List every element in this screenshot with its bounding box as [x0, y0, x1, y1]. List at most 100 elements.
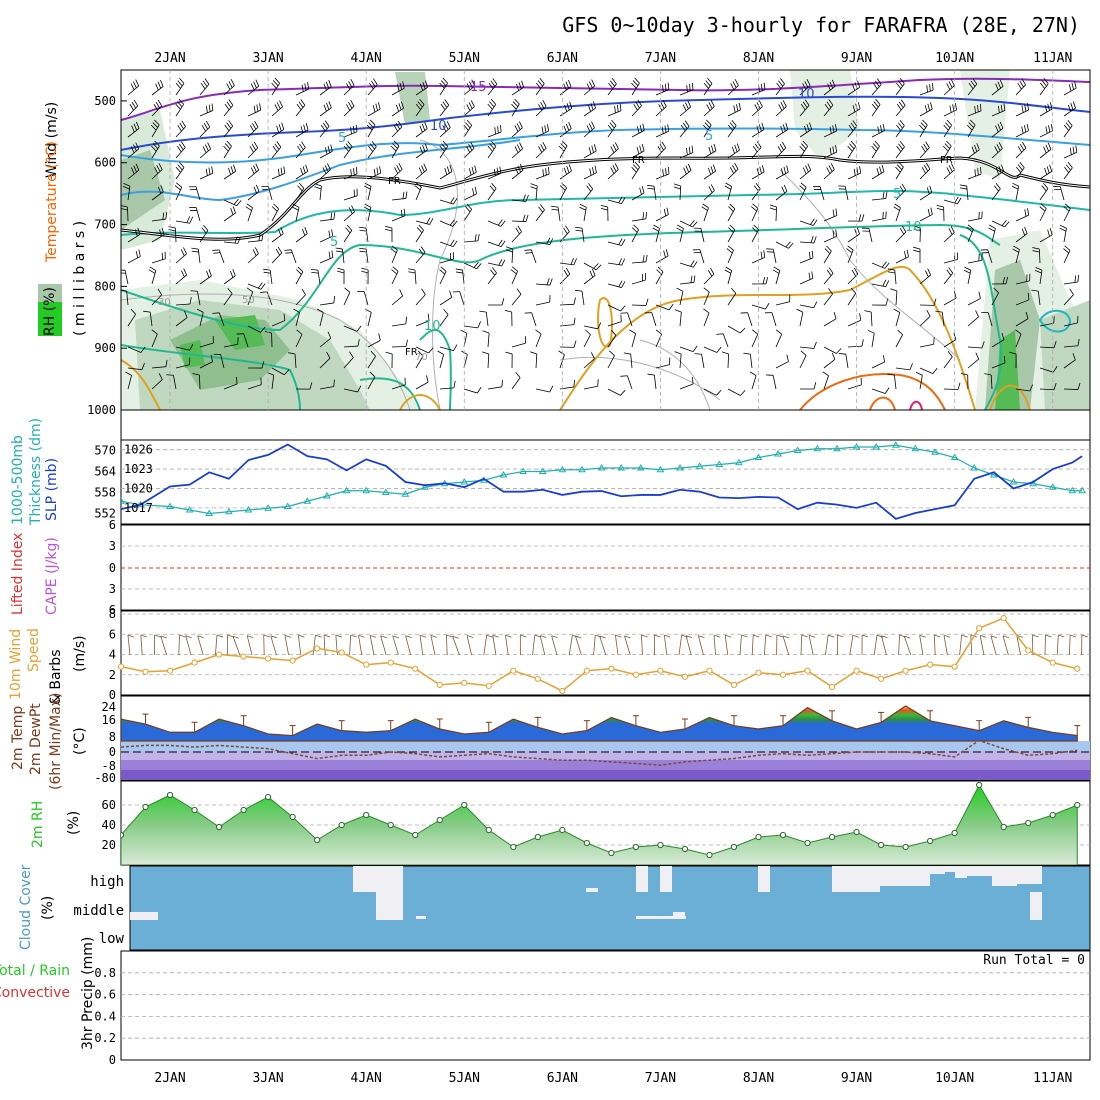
rh-label-50: 50 — [242, 295, 255, 306]
bottom-date-6jan: 6JAN — [547, 1071, 578, 1086]
chart-title: GFS 0~10day 3-hourly for FARAFRA (28E, 2… — [562, 13, 1080, 37]
lifted-index-panel: 6 3 0 3 6 Lifted Index CAPE (J/kg) — [10, 518, 1091, 617]
rh-point — [363, 811, 370, 819]
cloud-level-low: low — [99, 931, 125, 947]
slp-thickness-panel: 570 564 558 552 1026 1023 1020 1017 SLP (mb) 10… — [10, 418, 1091, 526]
rh-point — [387, 821, 394, 829]
wind10-point — [804, 667, 811, 674]
rh-point — [412, 831, 419, 839]
top-date-4jan: 4JAN — [351, 51, 382, 66]
rh-point — [485, 826, 492, 834]
wind10-tick-8: 8 — [109, 607, 116, 621]
cloud-block — [930, 866, 945, 874]
thickness-point — [558, 465, 567, 473]
rh-label-70: 70 — [415, 352, 428, 363]
thickness-point — [636, 464, 645, 471]
pressure-tick-800: 800 — [94, 279, 116, 293]
rh-point — [240, 806, 247, 814]
pressure-tick-700: 700 — [94, 218, 116, 232]
top-date-11jan: 11JAN — [1033, 51, 1072, 66]
label-precip-units: 3hr Precip (mm) — [80, 937, 96, 1050]
wind10-point — [927, 661, 934, 668]
dewpoint-series — [121, 739, 1078, 766]
thickness-point — [342, 486, 351, 494]
thickness-point — [460, 478, 469, 485]
li-tick-2: 0 — [109, 561, 116, 575]
contour-label-10a: 10 — [430, 119, 447, 134]
thickness-tick-552: 552 — [94, 507, 116, 521]
precip-tick-0.4: 0.4 — [94, 1009, 116, 1023]
precip-tick-0: 0 — [109, 1053, 116, 1067]
label-rh-units: (%) — [66, 811, 82, 835]
slp-series — [121, 443, 1083, 520]
pressure-tick-500: 500 — [94, 94, 116, 108]
rh-point — [338, 821, 345, 829]
label-2m-rh: 2m RH — [30, 801, 46, 848]
thickness-tick-558: 558 — [94, 486, 116, 500]
wind10-point — [583, 667, 590, 674]
rh-label-30: 30 — [158, 297, 171, 308]
rh-point — [583, 839, 590, 847]
wind10-point — [755, 669, 762, 676]
label-thickness: Thickness (dm) — [28, 418, 44, 526]
thickness-point — [597, 464, 606, 471]
top-date-labels: 2JAN 3JAN 4JAN 5JAN 6JAN 7JAN 8JAN 9JAN 10JAN 11J… — [154, 51, 1072, 66]
rh-point — [314, 836, 321, 844]
rh-point — [951, 829, 958, 837]
temp-tick--80: -80 — [94, 771, 116, 785]
wind10-point — [215, 651, 223, 658]
cloud-block — [945, 866, 955, 872]
label-cape: CAPE (J/kg) — [44, 537, 60, 615]
top-date-7jan: 7JAN — [645, 51, 676, 66]
temp-tick--8: -8 — [102, 759, 116, 773]
rh-point — [853, 828, 860, 836]
label-convective: Convective — [0, 985, 70, 1001]
rh-point — [510, 843, 517, 851]
thickness-point — [421, 483, 429, 490]
wind10-point — [534, 675, 541, 682]
label-lifted-index: Lifted Index — [10, 533, 26, 615]
fr-label-b: FR — [632, 155, 645, 166]
rh-point — [976, 781, 983, 789]
thickness-point — [793, 446, 802, 453]
thickness-point — [323, 492, 331, 499]
wind10-point — [1074, 665, 1081, 672]
label-1000-500mb: 1000-500mb — [10, 435, 26, 525]
cloud-block — [955, 866, 967, 878]
bottom-date-3jan: 3JAN — [252, 1071, 283, 1086]
rh-point — [730, 843, 738, 851]
thickness-point — [166, 502, 174, 509]
cloud-block — [992, 866, 1017, 886]
bottom-date-labels: 2JAN 3JAN 4JAN 5JAN 6JAN 7JAN 8JAN 9JAN 10JAN 11J… — [154, 1071, 1072, 1086]
wind10-point — [265, 655, 272, 662]
rh-point — [755, 833, 762, 841]
wind10-point — [681, 673, 689, 680]
thickness-point — [401, 490, 410, 497]
wind10-point — [461, 679, 468, 686]
thickness-point — [911, 444, 920, 452]
pressure-tick-1000: 1000 — [87, 403, 116, 417]
rh-point — [681, 845, 689, 853]
wind10-point — [657, 667, 664, 674]
precip-tick-0.8: 0.8 — [94, 966, 116, 980]
rh-point — [779, 831, 787, 839]
cloud-block — [636, 916, 686, 919]
wind10-point — [436, 681, 443, 688]
thickness-point — [205, 509, 214, 516]
wind10-point — [314, 645, 321, 652]
temp-tick-0: 0 — [109, 745, 116, 759]
wind10-point — [608, 665, 615, 672]
wind10-point — [363, 661, 370, 668]
wind10-point — [951, 663, 958, 670]
label-speed: Speed — [26, 628, 42, 672]
top-date-8jan: 8JAN — [743, 51, 774, 66]
thickness-point — [121, 497, 125, 504]
bottom-date-11jan: 11JAN — [1033, 1071, 1072, 1086]
cloud-block — [416, 916, 426, 919]
contour-label-5a: 5 — [338, 131, 346, 146]
cloud-block — [376, 892, 403, 920]
thickness-point — [1068, 486, 1077, 494]
rh-tick-40: 40 — [102, 818, 116, 832]
thickness-point — [578, 465, 586, 473]
thickness-point — [872, 443, 881, 450]
